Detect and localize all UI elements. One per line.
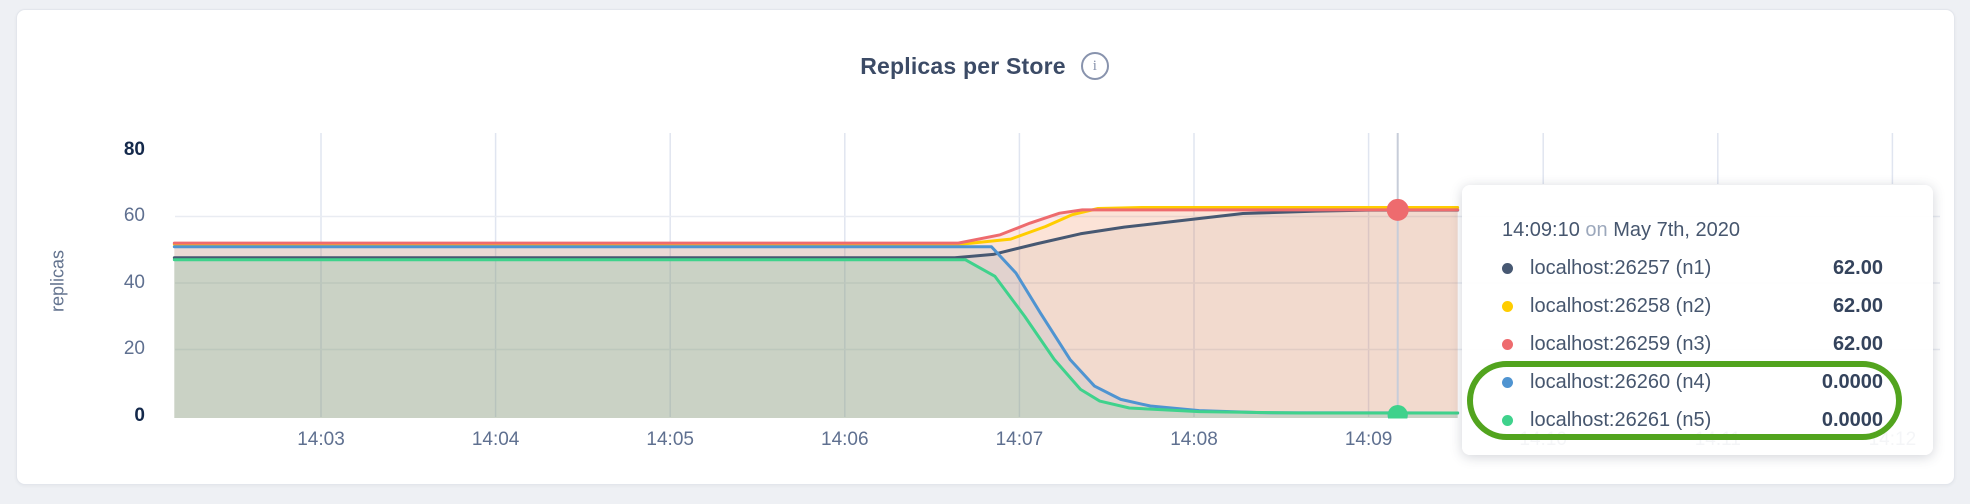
series-area-localhost:26257 (n1) <box>174 210 1458 418</box>
chart-header: Replicas per Store i <box>16 50 1953 82</box>
series-dot-n2 <box>1502 300 1513 312</box>
series-area-localhost:26261 (n5) <box>174 259 1458 418</box>
x-tick-1404: 14:04 <box>471 429 520 450</box>
hover-dots <box>1386 198 1409 419</box>
tooltip-row-n2: localhost:26258 (n2) 62.00 <box>1502 294 1883 318</box>
series-line-localhost:26259 (n3) <box>172 208 1460 245</box>
tooltip-row-n1: localhost:26257 (n1) 62.00 <box>1502 256 1883 280</box>
x-tick-1405: 14:05 <box>646 429 694 450</box>
info-icon[interactable]: i <box>1080 52 1109 80</box>
series-area-localhost:26259 (n3) <box>174 209 1458 418</box>
x-tick-1403: 14:03 <box>297 429 345 450</box>
series-line-localhost:26258 (n2) <box>172 206 1460 246</box>
chart-tooltip: 14:09:10 on May 7th, 2020 localhost:2625… <box>1462 185 1933 455</box>
x-tick-1408: 14:08 <box>1170 429 1218 450</box>
hover-dot-localhost:26259 (n3) <box>1386 198 1409 221</box>
x-tick-1406: 14:06 <box>821 429 869 450</box>
x-tick-1407: 14:07 <box>995 429 1044 450</box>
series-line-localhost:26261 (n5) <box>172 258 1460 415</box>
series-dot-n3 <box>1502 338 1513 350</box>
series-lines <box>172 206 1460 415</box>
chart-title: Replicas per Store <box>860 52 1066 79</box>
y-tick-80: 80 <box>123 139 145 160</box>
annotation-ellipse <box>1467 361 1902 440</box>
y-tick-40: 40 <box>123 272 145 293</box>
series-dot-n1 <box>1502 262 1513 274</box>
hover-dot-localhost:26261 (n5) <box>1387 405 1408 419</box>
y-tick-0: 0 <box>134 405 145 426</box>
series-area-localhost:26260 (n4) <box>174 246 1458 418</box>
y-tick-60: 60 <box>123 205 145 226</box>
tooltip-row-n3: localhost:26259 (n3) 62.00 <box>1502 332 1883 356</box>
tooltip-timestamp: 14:09:10 on May 7th, 2020 <box>1502 219 1740 241</box>
x-tick-1409: 14:09 <box>1344 429 1393 450</box>
y-tick-20: 20 <box>123 338 145 359</box>
